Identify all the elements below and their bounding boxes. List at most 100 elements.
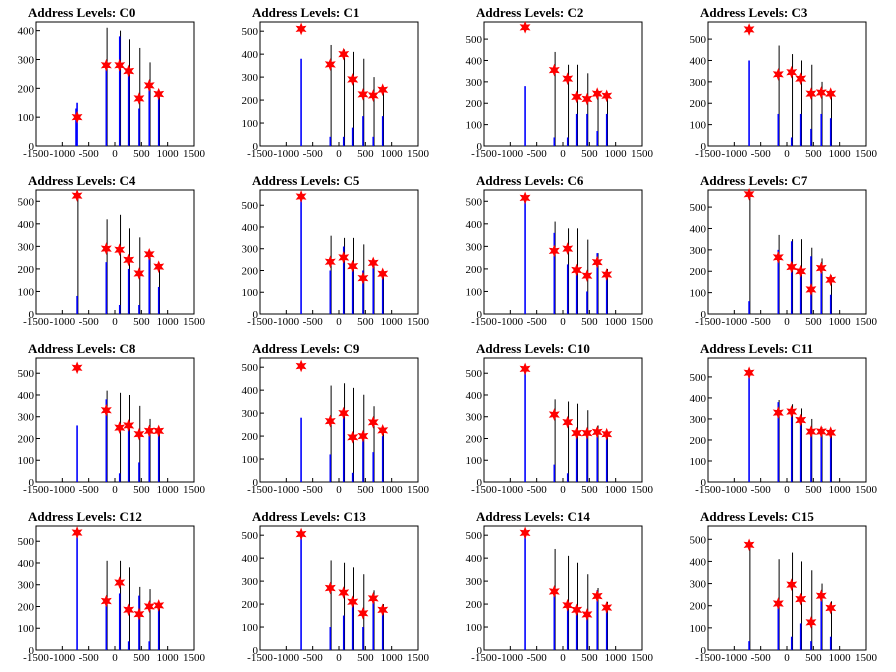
peak-marker [562,242,574,255]
peak-marker [743,538,755,552]
x-tick-label: 1500 [183,148,206,160]
x-tick-label: -500 [79,652,100,664]
peak-marker [100,594,112,608]
x-tick-label: 1000 [829,316,852,328]
peak-marker [357,429,369,443]
y-tick-label: 500 [690,372,707,384]
x-tick-label: 0 [560,316,566,328]
x-tick-label: -500 [527,484,548,496]
x-tick-label: -1000 [273,484,299,496]
x-tick-label: 1000 [381,652,404,664]
x-tick-label: -500 [751,652,772,664]
y-tick-label: 400 [690,393,707,405]
x-tick-label: 500 [805,652,822,664]
peak-marker [786,405,798,418]
x-tick-label: -1000 [497,148,523,160]
chart-title: Address Levels: C0 [28,5,136,20]
y-tick-label: 0 [253,477,259,489]
peak-marker [338,406,350,420]
chart-plot: 0 100 200 300 400 500 -1500 -1000 -500 0 500 1000 15… [18,525,206,664]
y-tick-label: 300 [18,580,35,592]
x-tick-label: 1000 [605,484,628,496]
y-tick-label: 100 [690,288,707,300]
plot-frame [259,21,419,147]
peak-marker [324,255,336,269]
peak-marker [786,578,798,592]
x-tick-label: -1000 [49,484,75,496]
peak-marker [795,72,807,86]
peak-marker [772,597,784,610]
peak-marker [347,430,359,444]
plot-frame [483,189,643,315]
peak-marker [114,59,126,72]
chart-plot: 0 100 200 300 400 500 -1500 -1000 -500 0 500 1000 15… [466,525,654,664]
peak-marker [143,79,155,92]
peak-marker [133,607,145,621]
peak-marker [71,526,83,539]
y-tick-label: 0 [701,645,707,657]
peak-marker [100,403,112,417]
y-tick-label: 400 [242,385,259,397]
peak-marker [825,601,837,615]
plot-frame [259,357,419,483]
x-tick-label: 0 [784,148,790,160]
peak-marker [743,366,755,379]
y-tick-label: 0 [29,141,35,153]
y-tick-label: 500 [690,534,707,546]
plot-frame [707,525,867,651]
x-tick-label: 1500 [631,316,654,328]
y-tick-label: 300 [466,412,483,424]
x-tick-label: 1500 [183,484,206,496]
chart-panel: Address Levels: C6 0 100 200 300 400 500 -1500-… [448,168,672,336]
y-tick-label: 500 [242,200,259,212]
peak-marker [571,90,583,104]
x-tick-label: -500 [303,484,324,496]
y-tick-label: 0 [477,645,483,657]
chart-title: Address Levels: C13 [252,509,366,524]
chart-title: Address Levels: C5 [252,173,360,188]
plot-frame [259,189,419,315]
peak-marker [825,273,837,287]
x-tick-label: 1000 [157,316,180,328]
peak-marker [153,599,165,612]
x-tick-label: -500 [751,148,772,160]
y-tick-label: 500 [18,536,35,548]
y-tick-label: 500 [466,34,483,46]
x-tick-label: -1500 [247,652,273,664]
plot-frame [483,525,643,651]
y-tick-label: 100 [466,120,483,132]
plot-frame [35,21,195,147]
peak-marker [347,595,359,609]
y-tick-label: 0 [701,477,707,489]
y-tick-label: 500 [242,362,259,374]
y-tick-label: 400 [466,390,483,402]
peak-marker [601,268,613,281]
peak-marker [377,83,389,96]
x-tick-label: -500 [527,148,548,160]
x-tick-label: 500 [581,484,598,496]
y-tick-label: 500 [18,196,35,208]
peak-marker [591,255,603,269]
y-tick-label: 100 [690,120,707,132]
peak-marker [295,527,307,541]
peak-marker [377,423,389,437]
peak-marker [377,267,389,281]
plot-frame [483,357,643,483]
chart-title: Address Levels: C7 [700,173,808,188]
x-tick-label: 1500 [183,652,206,664]
peak-marker [743,23,755,36]
y-tick-label: 400 [18,558,35,570]
x-tick-label: 1500 [407,484,430,496]
y-tick-label: 400 [690,55,707,67]
x-tick-label: 500 [805,484,822,496]
x-tick-label: -1500 [471,148,497,160]
x-tick-label: 500 [581,148,598,160]
peak-marker [562,72,574,86]
y-tick-label: 400 [466,219,483,231]
chart-title: Address Levels: C15 [700,509,814,524]
plot-frame [35,525,195,651]
x-tick-label: 1500 [631,484,654,496]
chart-plot: 0 100 200 300 400 -1500 -1000 -500 0 500 1000 1500 [18,21,206,160]
x-tick-label: -1000 [497,484,523,496]
y-tick-label: 100 [18,455,35,467]
